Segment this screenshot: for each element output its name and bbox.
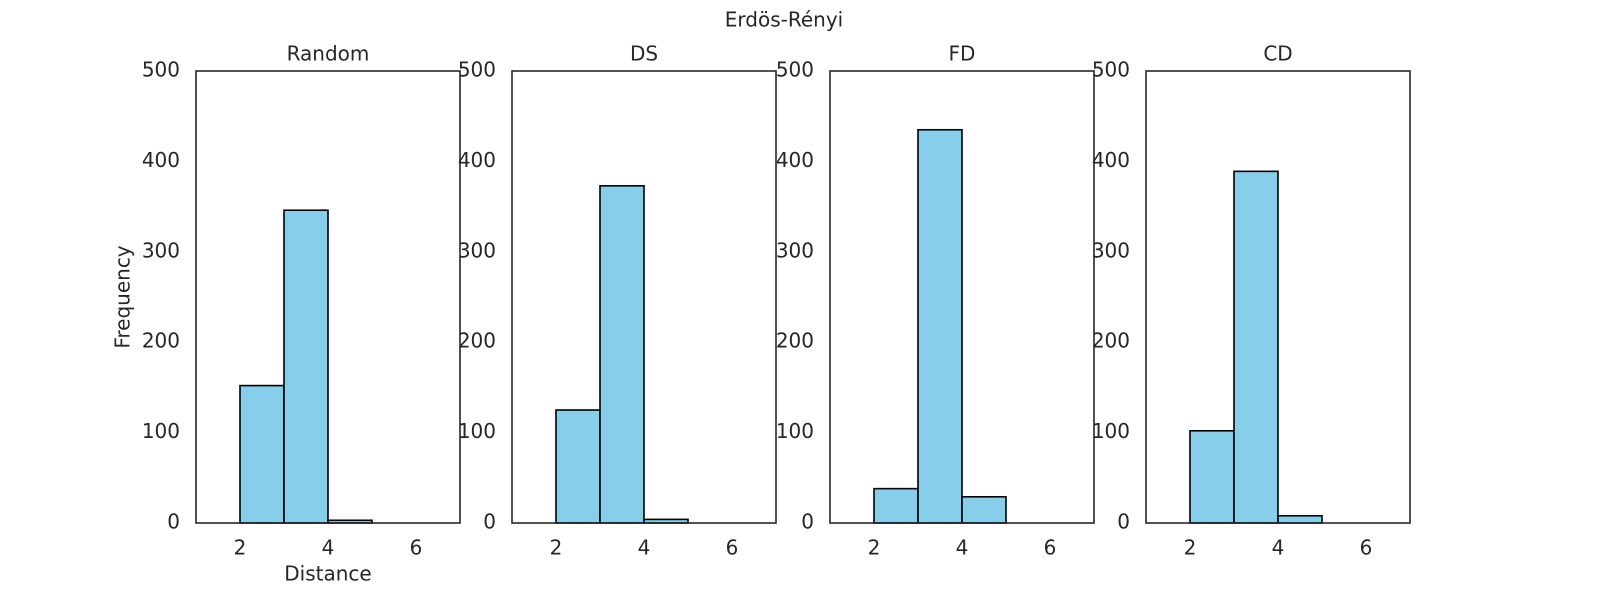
x-tick-label: 6: [726, 536, 739, 560]
axes-title: DS: [630, 42, 658, 66]
x-tick-label: 2: [234, 536, 247, 560]
y-tick-label: 500: [776, 58, 814, 82]
axes-title: CD: [1263, 42, 1292, 66]
axes-frame: [829, 70, 1095, 524]
y-axis-label: Frequency: [111, 245, 135, 348]
y-tick-label: 100: [776, 419, 814, 443]
axes-frame: [1145, 70, 1411, 524]
x-tick-label: 6: [1044, 536, 1057, 560]
y-tick-label: 500: [142, 58, 180, 82]
x-tick-label: 6: [1360, 536, 1373, 560]
y-tick-label: 400: [776, 148, 814, 172]
y-tick-label: 0: [167, 510, 180, 534]
axes-frame: [195, 70, 461, 524]
x-tick-label: 2: [868, 536, 881, 560]
bar: [1189, 429, 1235, 524]
y-tick-label: 0: [1117, 510, 1130, 534]
y-tick-label: 0: [801, 510, 814, 534]
y-tick-label: 200: [1092, 329, 1130, 353]
x-tick-label: 2: [550, 536, 563, 560]
y-tick-label: 300: [458, 238, 496, 262]
figure-title: Erdös-Rényi: [725, 8, 843, 32]
y-tick-label: 200: [458, 329, 496, 353]
y-tick-label: 0: [483, 510, 496, 534]
y-tick-label: 400: [1092, 148, 1130, 172]
bar: [961, 495, 1007, 524]
y-tick-label: 100: [458, 419, 496, 443]
x-tick-label: 6: [410, 536, 423, 560]
y-tick-label: 100: [1092, 419, 1130, 443]
x-tick-label: 4: [638, 536, 651, 560]
bar: [873, 487, 919, 524]
x-tick-label: 4: [1272, 536, 1285, 560]
axes-frame: [511, 70, 777, 524]
y-tick-label: 200: [776, 329, 814, 353]
y-tick-label: 400: [458, 148, 496, 172]
x-tick-label: 2: [1184, 536, 1197, 560]
y-tick-label: 300: [776, 238, 814, 262]
bar: [917, 128, 963, 524]
y-tick-label: 300: [1092, 238, 1130, 262]
y-tick-label: 500: [458, 58, 496, 82]
y-tick-label: 200: [142, 329, 180, 353]
axes-title: Random: [287, 42, 370, 66]
x-axis-label: Distance: [284, 562, 371, 586]
x-tick-label: 4: [322, 536, 335, 560]
y-tick-label: 100: [142, 419, 180, 443]
y-tick-label: 400: [142, 148, 180, 172]
bar: [1233, 170, 1279, 524]
bar: [555, 409, 601, 524]
x-tick-label: 4: [956, 536, 969, 560]
bar: [239, 384, 285, 524]
axes-title: FD: [949, 42, 976, 66]
y-tick-label: 500: [1092, 58, 1130, 82]
bar: [599, 185, 645, 524]
bar: [283, 209, 329, 524]
bar: [1277, 514, 1323, 524]
y-tick-label: 300: [142, 238, 180, 262]
